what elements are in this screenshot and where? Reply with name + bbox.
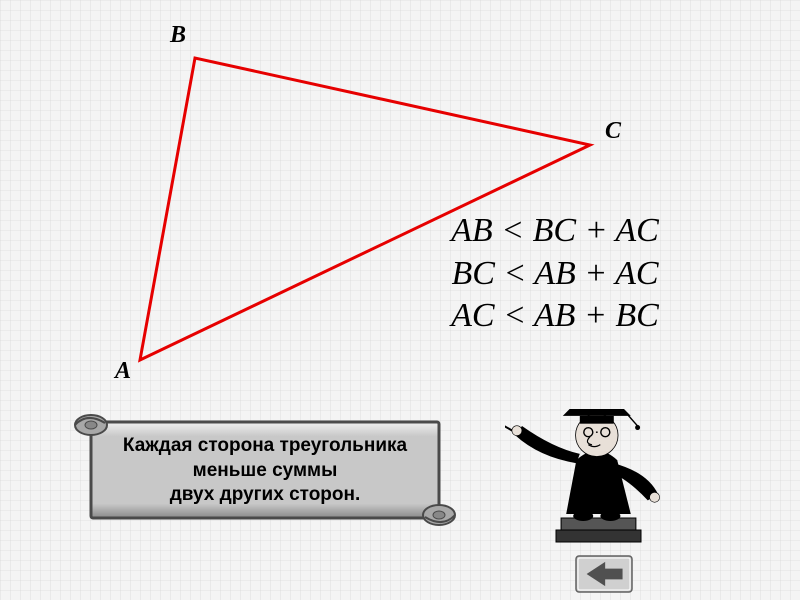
back-button[interactable] [575,555,633,593]
theorem-line: меньше суммы [65,459,465,484]
triangle-inequalities: AB < BC + AC BC < AB + AC AC < AB + BC [365,210,745,338]
vertex-label-c: С [605,118,621,145]
back-arrow-icon [575,555,633,593]
inequality-line: AB < BC + AC [365,210,745,253]
professor-figure [505,395,675,550]
theorem-line: двух других сторон. [65,483,465,508]
inequality-line: BC < AB + AC [365,253,745,296]
vertex-label-a: А [115,358,131,385]
theorem-scroll: Каждая сторона треугольника меньше суммы… [65,410,465,530]
theorem-line: Каждая сторона треугольника [65,434,465,459]
theorem-text: Каждая сторона треугольника меньше суммы… [65,434,465,508]
inequality-line: AC < AB + BC [365,295,745,338]
professor-icon [505,395,675,550]
vertex-label-b: В [170,22,186,49]
